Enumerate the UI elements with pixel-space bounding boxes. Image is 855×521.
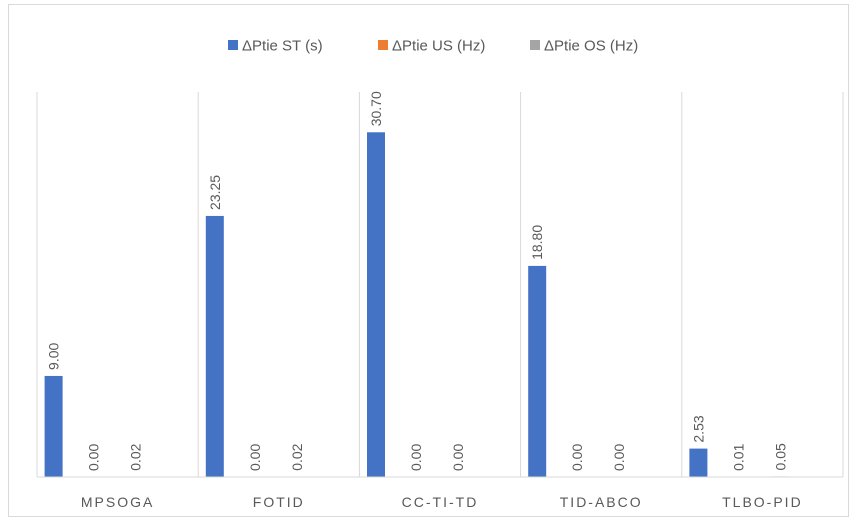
bar [44,375,63,477]
x-tick-label: TLBO-PID [722,494,803,510]
x-tick-label: MPSOGA [81,494,154,510]
legend-swatch [378,40,388,50]
x-tick-label: TID-ABCO [560,494,643,510]
data-label: 0.02 [128,443,144,470]
legend-label: ΔPtie US (Hz) [392,38,485,55]
data-label: 0.00 [611,444,627,471]
bar [528,265,547,477]
data-label: 23.25 [207,175,223,210]
legend: ΔPtie ST (s) ΔPtie US (Hz) ΔPtie OS (Hz) [228,38,638,55]
data-label: 0.00 [247,444,263,471]
data-label: 18.80 [529,225,545,260]
data-label: 0.02 [289,443,305,470]
x-tick-label: CC-TI-TD [402,494,479,510]
legend-swatch [228,40,238,50]
bars [44,132,790,478]
data-label: 0.00 [86,444,102,471]
bar [205,215,224,477]
legend-label: ΔPtie ST (s) [242,38,323,55]
x-tick-label: FOTID [253,494,305,510]
data-label: 9.00 [46,342,62,369]
bar [367,132,385,478]
data-label: 2.53 [690,415,706,442]
x-axis-tick-labels: MPSOGA FOTID CC-TI-TD TID-ABCO TLBO-PID [81,494,803,510]
data-label: 0.00 [450,444,466,471]
chart-frame [8,4,849,517]
category-gridlines [36,92,844,477]
data-labels: 9.00 0.00 0.02 23.25 0.00 0.02 30.70 0.00 0.00 18… [46,91,789,471]
legend-label: ΔPtie OS (Hz) [544,38,638,55]
data-label: 0.00 [408,444,424,471]
bar [689,448,708,477]
data-label: 0.00 [569,444,585,471]
data-label: 30.70 [368,91,384,126]
data-label: 0.05 [772,443,788,470]
legend-swatch [530,40,540,50]
data-label: 0.01 [730,443,746,470]
